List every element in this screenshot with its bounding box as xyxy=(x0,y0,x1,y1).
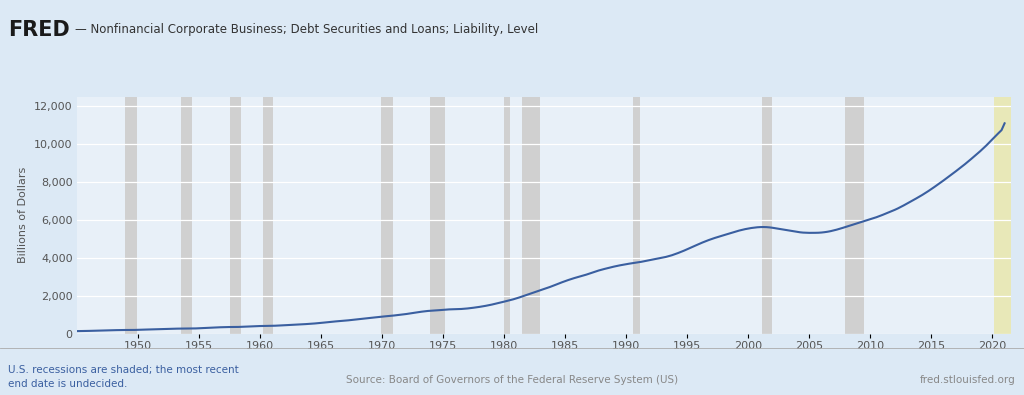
Text: — Nonfinancial Corporate Business; Debt Securities and Loans; Liability, Level: — Nonfinancial Corporate Business; Debt … xyxy=(75,23,538,36)
Bar xyxy=(230,97,241,334)
Bar xyxy=(180,97,191,334)
Text: FRED: FRED xyxy=(8,20,70,40)
Bar xyxy=(381,97,393,334)
Y-axis label: Billions of Dollars: Billions of Dollars xyxy=(18,167,29,263)
Bar xyxy=(845,97,864,334)
Text: fred.stlouisfed.org: fred.stlouisfed.org xyxy=(920,375,1016,385)
Bar xyxy=(633,97,640,334)
Text: U.S. recessions are shaded; the most recent
end date is undecided.: U.S. recessions are shaded; the most rec… xyxy=(8,365,239,389)
Bar xyxy=(430,97,445,334)
Bar xyxy=(763,97,772,334)
Bar xyxy=(263,97,273,334)
Text: Source: Board of Governors of the Federal Reserve System (US): Source: Board of Governors of the Federa… xyxy=(346,375,678,385)
Bar xyxy=(994,97,1011,334)
Bar xyxy=(522,97,540,334)
Bar xyxy=(125,97,137,334)
Bar xyxy=(504,97,510,334)
